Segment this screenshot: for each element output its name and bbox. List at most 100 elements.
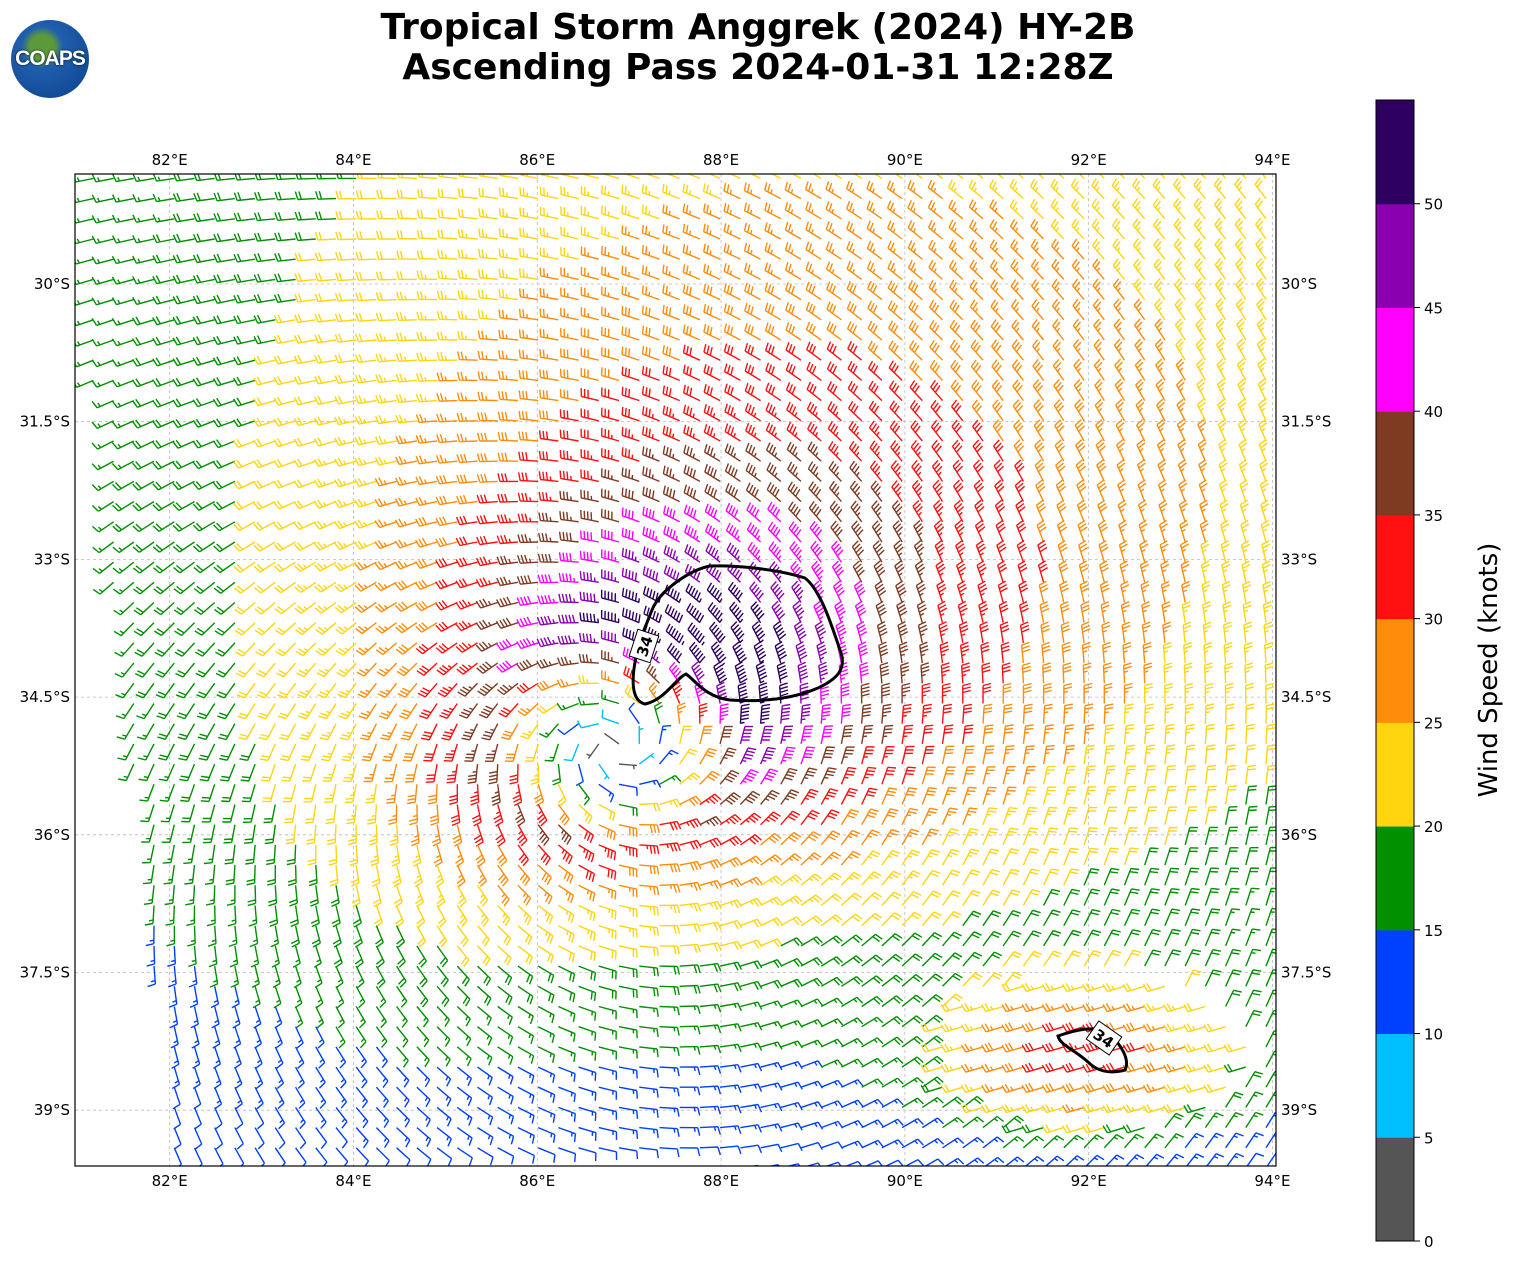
wind-barb	[820, 1038, 844, 1048]
wind-barb	[580, 307, 599, 321]
wind-barb	[497, 493, 519, 503]
wind-barb	[1234, 237, 1247, 260]
wind-barb	[1083, 786, 1097, 805]
wind-barb	[719, 961, 743, 971]
wind-barb	[557, 614, 579, 624]
wind-barb	[788, 521, 802, 543]
wind-barb	[642, 426, 660, 442]
wind-barb	[294, 1006, 304, 1029]
wind-barb	[856, 620, 868, 644]
wind-barb	[335, 642, 357, 656]
wind-barb	[598, 763, 610, 780]
wind-barb	[273, 561, 296, 573]
wind-barb	[679, 1106, 701, 1116]
wind-barb	[192, 336, 215, 346]
wind-barb	[861, 995, 884, 1008]
wind-barb	[498, 207, 519, 220]
wind-barb	[245, 844, 256, 865]
wind-barb	[354, 498, 377, 508]
wind-barb	[789, 541, 803, 563]
wind-barb	[436, 1106, 452, 1127]
wind-barb	[1016, 540, 1027, 563]
wind-barb	[861, 1016, 884, 1028]
wind-barb	[172, 254, 195, 264]
wind-barb	[659, 883, 681, 893]
wind-barb	[1042, 827, 1059, 846]
wind-barb	[800, 977, 823, 987]
wind-barb	[1073, 379, 1085, 401]
wind-barb	[805, 301, 822, 321]
wind-barb	[662, 284, 680, 301]
wind-barb	[477, 1005, 492, 1026]
wind-barb	[255, 1168, 265, 1189]
wind-barb	[807, 421, 822, 442]
wind-barb	[253, 541, 276, 552]
wind-barb	[995, 519, 1006, 543]
wind-barb	[512, 784, 523, 807]
wind-barb	[1194, 298, 1206, 321]
wind-barb	[558, 945, 575, 963]
wind-barb	[436, 413, 458, 423]
wind-barb	[456, 1005, 471, 1027]
plot-frame	[74, 173, 1277, 1167]
wind-barb	[1134, 358, 1146, 381]
wind-barb	[1011, 359, 1024, 381]
wind-barb	[111, 460, 135, 471]
wind-barb	[394, 539, 418, 549]
wind-barb	[537, 925, 554, 944]
wind-barb	[767, 501, 782, 523]
wind-barb	[767, 521, 782, 543]
wind-barb	[152, 521, 175, 532]
title-line-2: Ascending Pass 2024-01-31 12:28Z	[402, 47, 1114, 88]
wind-barb	[884, 1159, 904, 1166]
wind-barb	[132, 174, 155, 183]
wind-barb	[187, 925, 196, 947]
wind-barb	[663, 505, 681, 523]
wind-barb	[577, 696, 599, 706]
wind-barb	[374, 581, 397, 592]
wind-barb	[1040, 621, 1050, 644]
wind-barb	[143, 885, 155, 905]
wind-barb	[621, 265, 640, 281]
wind-barb	[682, 183, 701, 200]
wind-barb	[497, 1066, 514, 1085]
wind-barb	[355, 1086, 368, 1109]
lat-tick-label-left: 34.5°S	[20, 688, 70, 706]
wind-barb	[1184, 682, 1194, 704]
wind-barb	[1122, 1042, 1145, 1053]
wind-barb	[921, 869, 941, 886]
wind-barb	[192, 377, 215, 387]
wind-barb	[181, 804, 196, 823]
wind-barb	[1095, 439, 1106, 462]
wind-barb	[416, 1147, 432, 1166]
wind-barb	[478, 208, 498, 220]
wind-barb	[214, 1127, 224, 1150]
wind-barb	[1012, 399, 1024, 422]
wind-barb	[876, 620, 888, 644]
wind-barb	[1204, 826, 1218, 846]
wind-barb	[683, 464, 701, 483]
wind-barb	[353, 925, 363, 948]
contour-label-text: 34	[633, 634, 657, 659]
wind-barb	[1002, 682, 1012, 704]
wind-barb	[537, 884, 553, 905]
wind-barb	[869, 420, 883, 442]
wind-barb	[1255, 277, 1267, 300]
wind-barb	[111, 399, 135, 409]
wind-barb	[699, 921, 722, 931]
wind-barb	[703, 303, 721, 321]
wind-barb	[901, 807, 919, 826]
wind-barb	[1204, 703, 1215, 724]
wind-barb	[901, 1077, 924, 1088]
wind-barb	[846, 240, 863, 260]
wind-barb	[1035, 479, 1046, 502]
wind-barb	[1182, 621, 1192, 643]
wind-barb	[818, 661, 829, 684]
wind-barb	[476, 535, 498, 546]
wind-barb	[901, 787, 918, 805]
wind-barb	[423, 743, 438, 762]
wind-barb	[901, 911, 922, 927]
chart-title: Tropical Storm Anggrek (2024) HY-2B Asce…	[250, 8, 1266, 88]
wind-barb	[962, 951, 983, 967]
wind-barb	[213, 192, 235, 202]
